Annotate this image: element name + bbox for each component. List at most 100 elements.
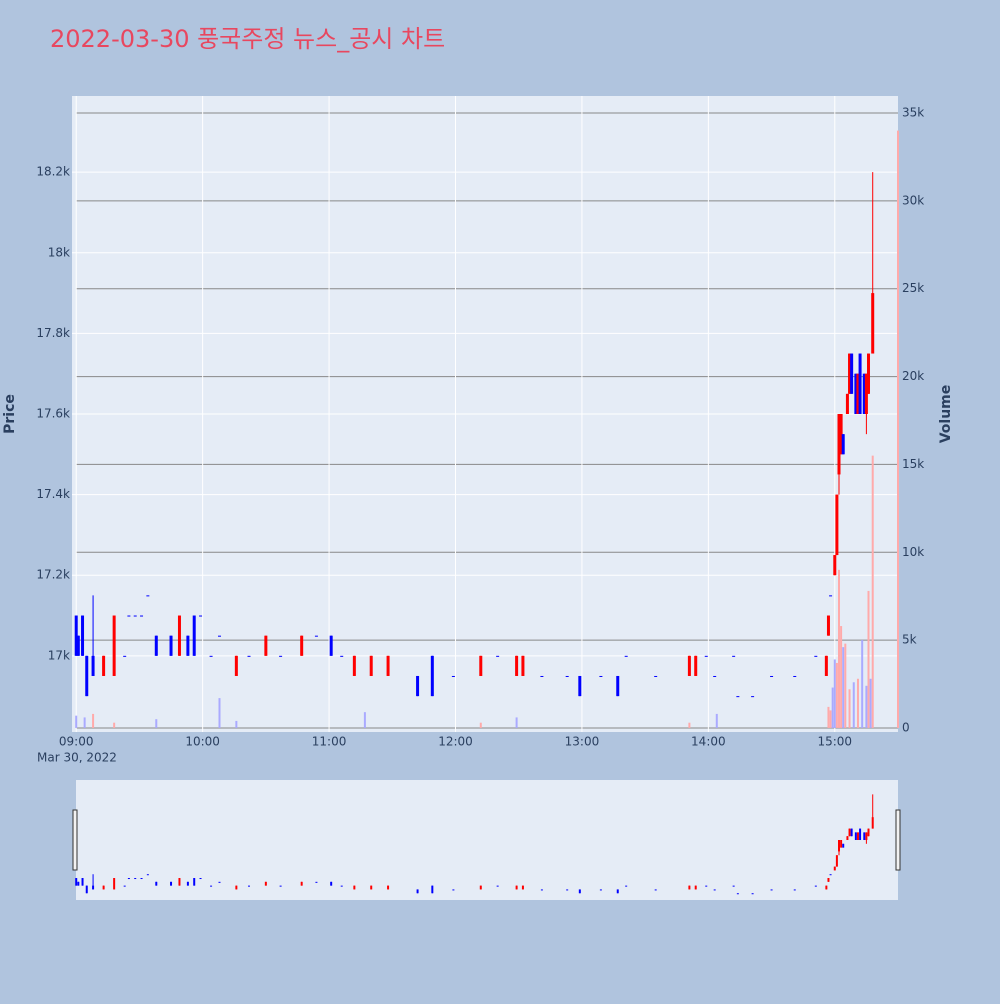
candle-body [515, 655, 519, 676]
candle-body [826, 615, 830, 636]
slider-candle-body [625, 885, 628, 887]
candle-body [751, 696, 755, 698]
y-tick-label: 17k [48, 648, 70, 662]
candle-body [835, 494, 839, 556]
slider-handle[interactable] [895, 809, 901, 871]
slider-candle-body [566, 889, 569, 891]
slider-candle-body [616, 889, 619, 894]
candle-body [837, 414, 841, 475]
slider-candle-body [140, 878, 143, 880]
candle-body [496, 655, 500, 657]
candle-body [841, 434, 845, 455]
slider-candle-body [871, 817, 874, 829]
candle-body [479, 655, 483, 676]
y2-tick-label: 25k [902, 281, 924, 295]
slider-candle-body [340, 885, 343, 887]
candle-body [578, 675, 582, 697]
y-axis-title: Price [2, 394, 18, 434]
candle-body [314, 635, 318, 637]
slider-candle-body [92, 885, 95, 890]
y-tick-label: 17.2k [36, 568, 70, 582]
x-date-label: Mar 30, 2022 [37, 751, 117, 765]
candle-body [74, 615, 78, 656]
volume-bar [515, 717, 518, 728]
volume-bar [869, 678, 872, 728]
candle-body [867, 353, 870, 394]
candle-body [654, 675, 658, 677]
candle-body [199, 615, 203, 617]
candle-body [833, 555, 837, 576]
slider-candle-body [264, 881, 267, 886]
slider-candle-body [210, 885, 213, 887]
slider-candle-body [102, 885, 105, 890]
slider-candle-body [770, 889, 773, 891]
x-tick-label: 15:00 [817, 735, 852, 749]
slider-candle-body [279, 885, 282, 887]
volume-bar [235, 720, 238, 728]
y2-tick-label: 15k [902, 457, 924, 471]
volume-bar [844, 643, 847, 728]
candle-body [133, 615, 137, 617]
slider-candle-body [496, 885, 499, 887]
candle-body [624, 655, 628, 657]
y2-tick-label: 10k [902, 545, 924, 559]
candle-body [736, 696, 740, 698]
slider-candle-body [248, 885, 250, 887]
slider-candle-body [654, 889, 657, 891]
slider-candle-body [81, 878, 84, 886]
candle-body [862, 373, 866, 414]
volume-bar [363, 712, 366, 728]
slider-candle-body [387, 885, 390, 890]
y-tick-label: 17.6k [36, 407, 70, 421]
slider-candle-body [155, 881, 158, 886]
slider-candle-body [840, 840, 843, 848]
slider-candle-body [178, 878, 181, 886]
volume-bar [840, 626, 843, 728]
candle-body [839, 414, 843, 455]
slider-candle-body [867, 828, 870, 837]
y-tick-label: 17.4k [36, 487, 70, 501]
volume-bar [835, 662, 838, 728]
slider-candle-body [838, 840, 840, 852]
candle-body [146, 595, 150, 597]
slider-handle[interactable] [72, 809, 78, 871]
candle-body [848, 353, 852, 394]
slider-candle-body [515, 885, 518, 890]
slider-candle-body [688, 885, 691, 890]
slider-candle-body [833, 866, 836, 871]
slider-candle-body [827, 878, 830, 882]
candle-body [154, 635, 158, 656]
slider-candle-body [77, 881, 80, 886]
y2-tick-label: 30k [902, 193, 924, 207]
volume-bar [155, 719, 158, 728]
candle-body [430, 655, 434, 697]
y2-tick-label: 0 [902, 720, 910, 734]
slider-candle-body [599, 889, 602, 891]
x-tick-label: 14:00 [691, 735, 726, 749]
volume-bar [827, 706, 830, 728]
x-tick-label: 11:00 [312, 735, 347, 749]
candle-body [386, 655, 390, 676]
volume-bar [218, 698, 221, 728]
candle-body [599, 675, 603, 677]
candle-body [521, 655, 525, 676]
volume-bar [831, 687, 834, 728]
slider-candle-body [235, 885, 238, 890]
slider-candle-body [146, 874, 149, 876]
candle-body [352, 655, 356, 676]
slider-candle-body [859, 828, 862, 840]
volume-bar [715, 713, 718, 728]
volume-bar [867, 590, 870, 728]
range-slider[interactable] [76, 780, 898, 900]
slider-candle-body [846, 836, 849, 840]
slider-candle-body [848, 828, 851, 837]
volume-bar [871, 455, 874, 728]
slider-candle-body [134, 878, 137, 880]
y2-tick-label: 35k [902, 106, 924, 120]
slider-candle-body [850, 828, 853, 837]
candle-body [694, 655, 698, 676]
slider-candle-body [865, 832, 868, 840]
candle-body [704, 655, 708, 657]
volume-bar [856, 678, 859, 728]
